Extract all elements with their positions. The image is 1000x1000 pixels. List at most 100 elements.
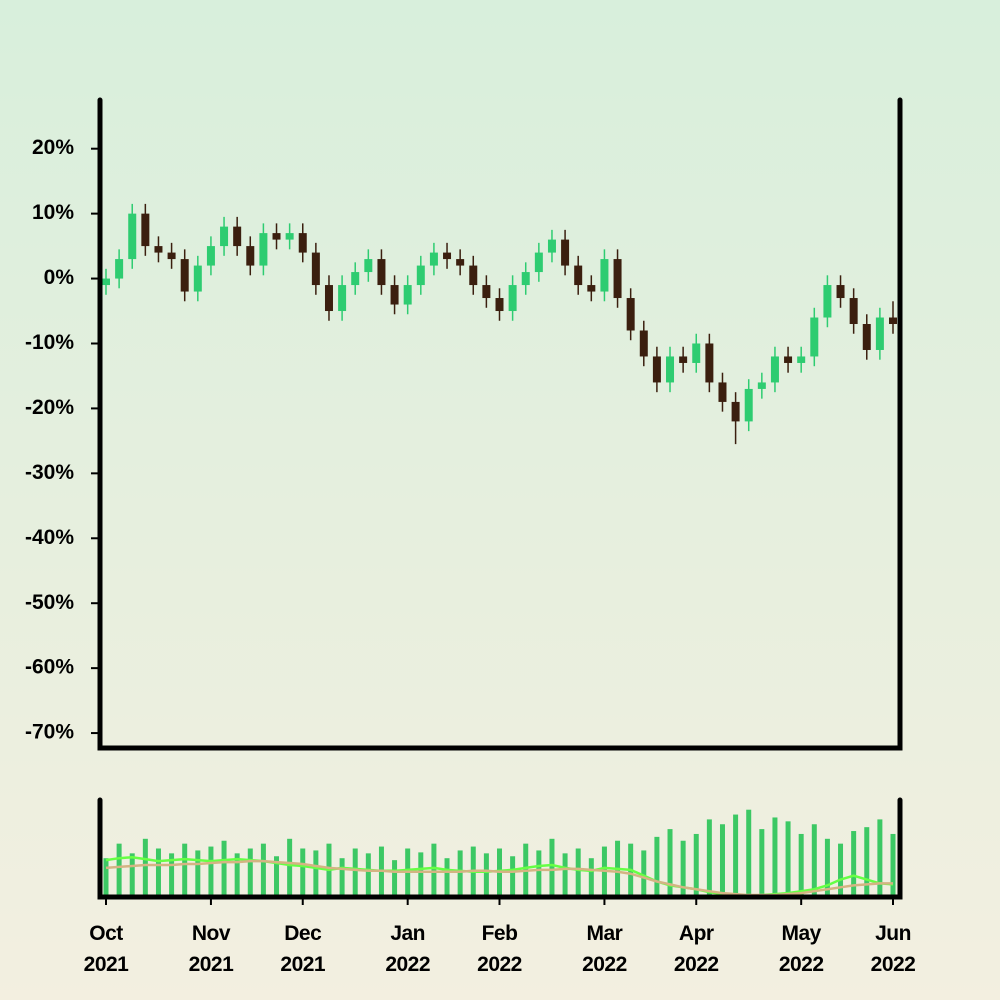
candle-body: [639, 330, 648, 357]
volume-bar: [287, 838, 293, 897]
candle-body: [324, 285, 333, 312]
candle-body: [495, 298, 504, 312]
candle-body: [508, 285, 517, 312]
candle-body: [443, 252, 452, 260]
x-tick-label: May 2022: [778, 922, 824, 976]
candle-body: [666, 356, 675, 383]
candle-body: [561, 239, 570, 266]
x-tick-label: Jun 2022: [870, 922, 916, 976]
volume-bar: [208, 846, 214, 897]
x-tick-label: Mar 2022: [582, 922, 627, 976]
candle-body: [128, 213, 137, 260]
volume-bar: [418, 852, 424, 897]
candle-body: [613, 259, 622, 299]
volume-bar: [169, 853, 175, 897]
volume-bar: [129, 853, 135, 897]
candle-body: [482, 285, 491, 299]
candle-body: [744, 388, 753, 422]
volume-bar: [588, 858, 594, 897]
candle-body: [141, 213, 150, 247]
y-tick-label: 0%: [44, 266, 75, 289]
volume-bar: [680, 840, 686, 897]
axis-frame: [97, 97, 903, 751]
volume-bar: [838, 843, 844, 897]
candle-body: [757, 382, 766, 389]
volume-bar: [811, 824, 817, 897]
volume-bar: [116, 843, 122, 897]
candle-body: [272, 233, 281, 240]
candle-body: [797, 356, 806, 363]
volume-bar: [654, 836, 660, 897]
volume-bar: [667, 829, 673, 897]
candle-body: [115, 259, 124, 279]
volume-bar: [234, 853, 240, 897]
candle-body: [377, 259, 386, 286]
volume-bar: [431, 843, 437, 897]
candle-body: [456, 259, 465, 266]
volume-bar: [260, 843, 266, 897]
volume-bar: [877, 819, 883, 897]
y-tick-label: -20%: [25, 396, 74, 419]
volume-bar: [864, 827, 870, 897]
volume-bar: [352, 848, 358, 897]
volume-bar: [851, 831, 857, 897]
volume-bar: [274, 856, 280, 897]
candle-body: [534, 252, 543, 273]
volume-bar: [772, 817, 778, 897]
candle-body: [338, 285, 347, 312]
candle-body: [784, 356, 793, 363]
volume-bar: [221, 840, 227, 897]
x-tick-label: Nov 2021: [188, 922, 234, 976]
candle-body: [351, 272, 360, 286]
candle-body: [364, 259, 373, 273]
volume-bar: [733, 814, 739, 897]
candle-body: [311, 252, 320, 286]
volume-bar: [313, 850, 319, 897]
volume-bar: [365, 853, 371, 897]
candle-body: [521, 272, 530, 286]
candle-body: [416, 265, 425, 286]
volume-bar: [300, 848, 306, 897]
candle-body: [154, 246, 163, 253]
x-tick-label: Apr 2022: [673, 922, 719, 976]
volume-bar: [444, 858, 450, 897]
volume-bar: [339, 858, 345, 897]
volume-bar: [719, 824, 725, 897]
candle-body: [429, 252, 438, 266]
y-tick-label: 20%: [32, 136, 74, 159]
volume-bar: [510, 856, 516, 897]
candle-body: [600, 259, 609, 292]
candle-body: [285, 233, 294, 240]
volume-bar: [890, 833, 896, 897]
y-tick-label: -50%: [25, 591, 74, 614]
volume-bar: [759, 829, 765, 897]
volume-bar: [798, 833, 804, 897]
candle-body: [705, 343, 714, 383]
volume-bar: [247, 848, 253, 897]
candle-body: [652, 356, 661, 383]
candle-body: [626, 298, 635, 331]
y-tick-label: -30%: [25, 461, 74, 484]
candle-body: [692, 343, 701, 363]
volume-bar: [142, 838, 148, 897]
y-tick-label: -60%: [25, 656, 74, 679]
y-tick-label: -10%: [25, 331, 74, 354]
candle-body: [587, 285, 596, 292]
y-tick-label: -70%: [25, 721, 74, 744]
candle-body: [836, 285, 845, 299]
x-tick-label: Dec 2021: [280, 922, 326, 976]
volume-bar: [103, 858, 109, 897]
volume-bar: [392, 860, 398, 897]
candle-body: [180, 259, 189, 292]
volume-bar: [562, 853, 568, 897]
volume-bar: [483, 853, 489, 897]
y-tick-label: -40%: [25, 526, 74, 549]
candle-body: [547, 239, 556, 253]
candle-body: [862, 324, 871, 350]
volume-bar: [575, 848, 581, 897]
candle-body: [246, 246, 255, 266]
candle-body: [731, 401, 740, 422]
volume-bar: [785, 821, 791, 897]
x-tick-label: Jan 2022: [385, 922, 431, 976]
